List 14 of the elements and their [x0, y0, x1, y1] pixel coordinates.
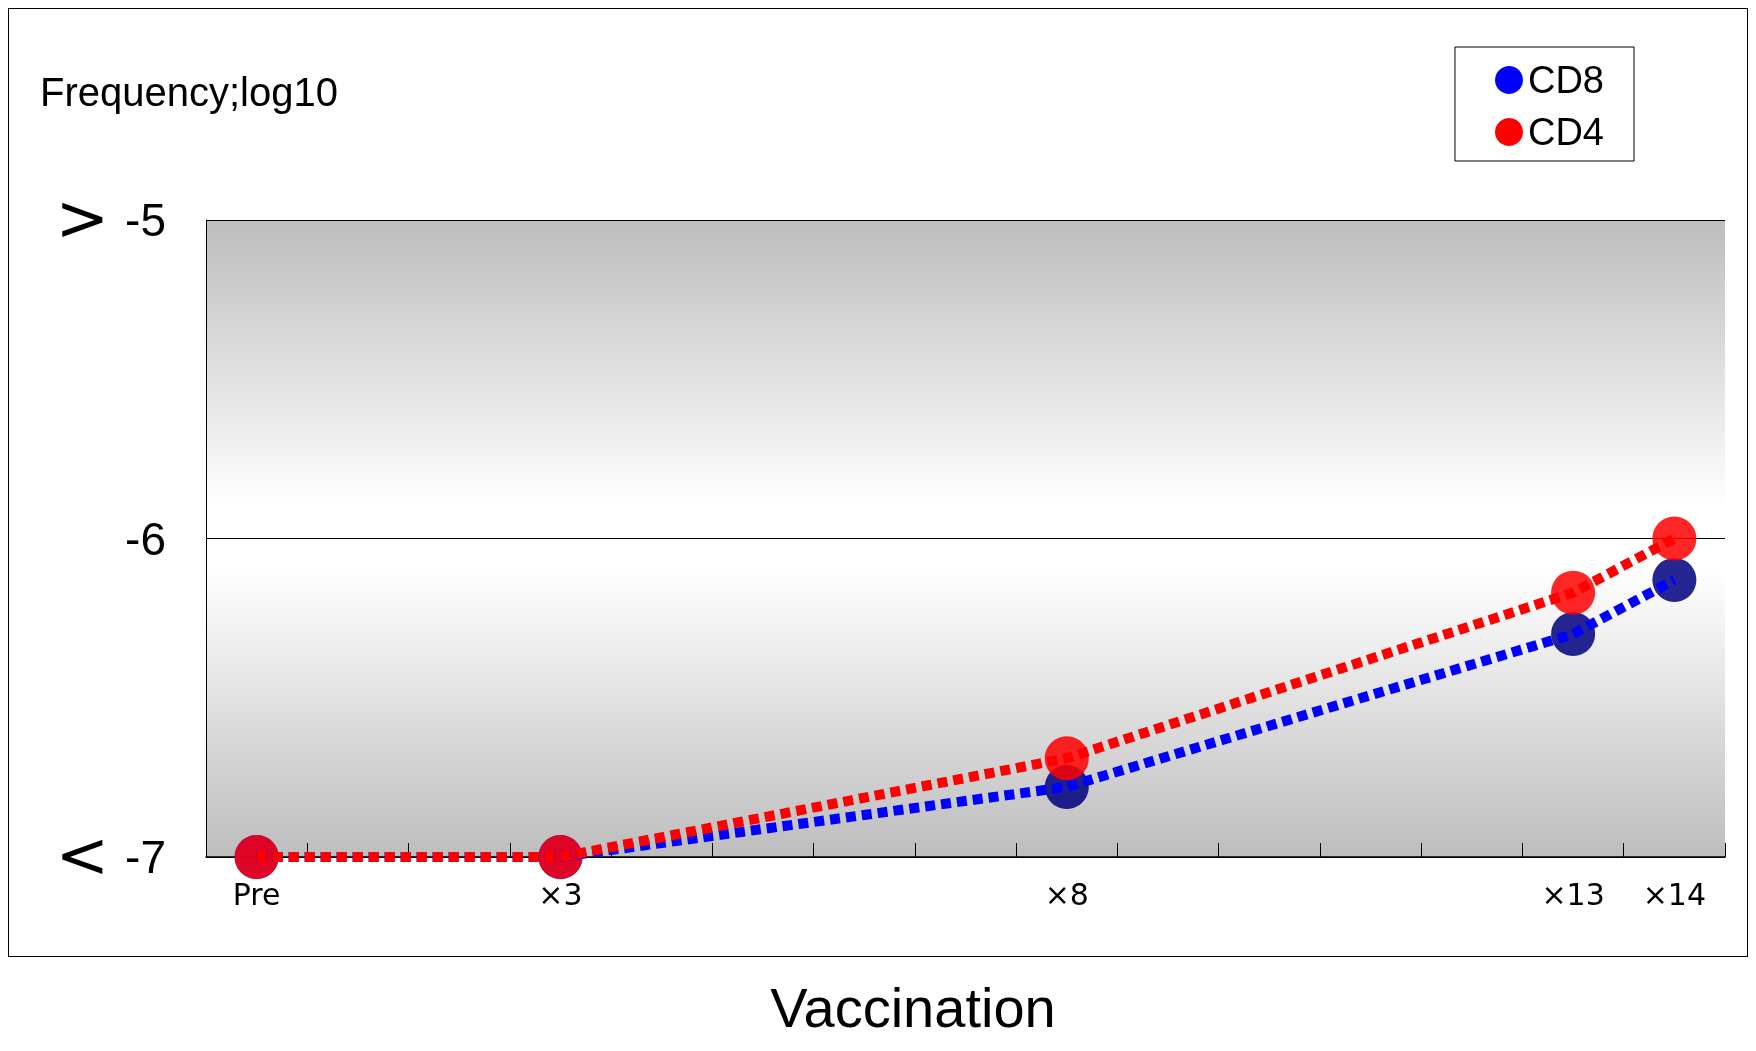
legend-label: CD8 [1527, 59, 1605, 101]
x-tick-label: ×3 [538, 876, 583, 912]
x-axis-title: Vaccination [769, 975, 1057, 1040]
y-tick-label: -7 [125, 831, 166, 883]
y-axis-title: Frequency;log10 [40, 70, 338, 114]
text: < [55, 818, 109, 892]
y-tick-label: -6 [125, 512, 166, 565]
x-tick-label: Pre [232, 876, 281, 912]
x-tick-label: ×14 [1642, 876, 1707, 912]
x-tick-label: ×13 [1541, 876, 1605, 912]
x-tick-label: ×8 [1044, 876, 1089, 912]
text: > [55, 181, 109, 255]
legend-label: CD4 [1527, 111, 1605, 153]
y-tick-label: -5 [125, 194, 166, 246]
